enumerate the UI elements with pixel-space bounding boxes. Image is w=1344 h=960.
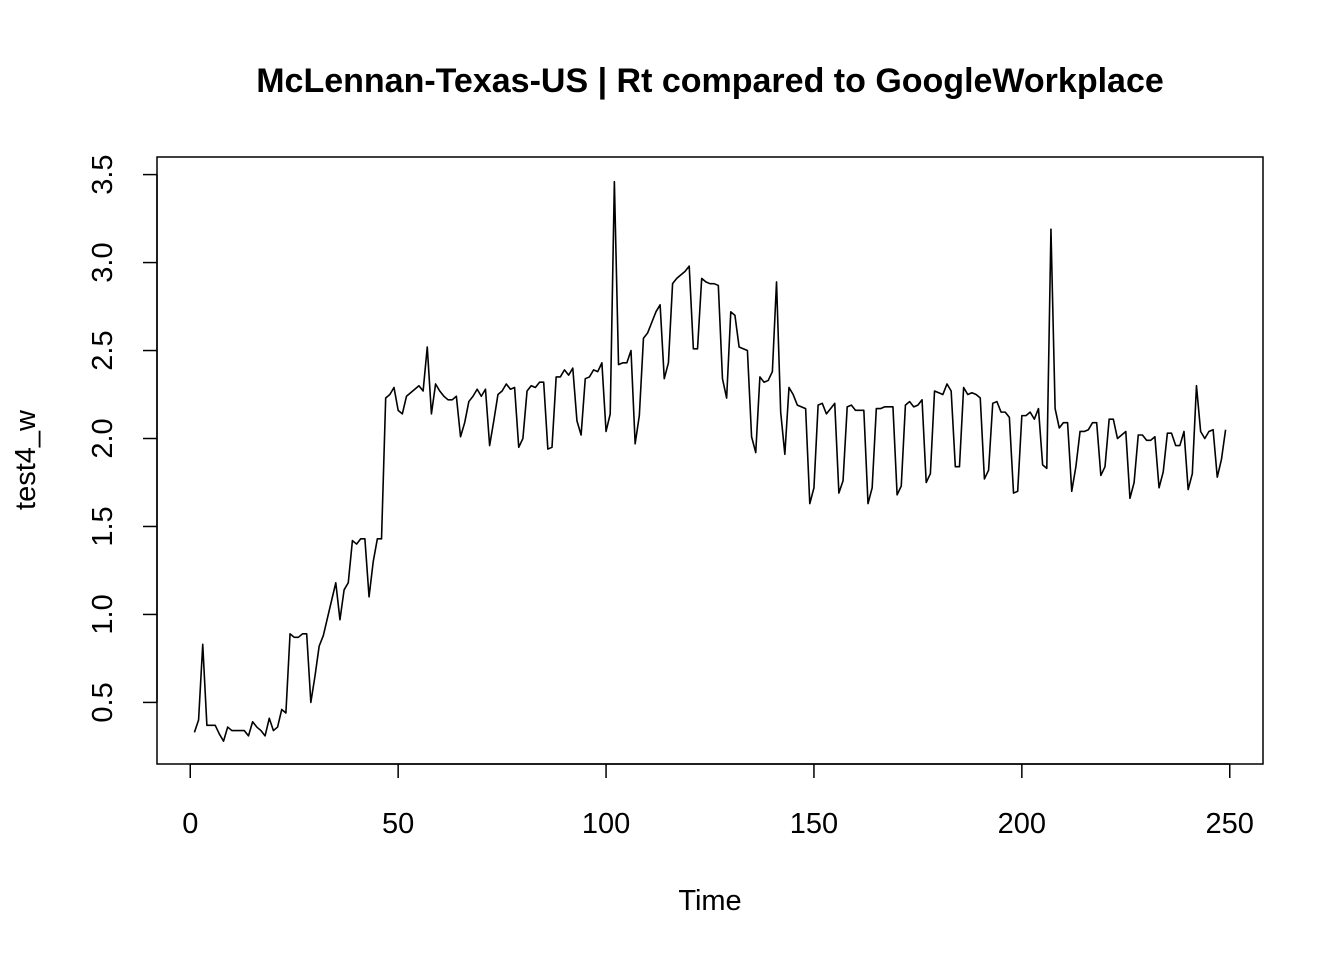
x-tick-label: 50	[382, 808, 414, 840]
x-tick-label: 150	[790, 808, 838, 840]
y-tick-label: 2.0	[87, 418, 119, 458]
y-tick-label: 2.5	[87, 330, 119, 370]
y-tick-label: 3.0	[87, 242, 119, 282]
x-tick-label: 100	[582, 808, 630, 840]
x-tick-label: 0	[182, 808, 198, 840]
x-axis-label: Time	[678, 885, 741, 917]
y-tick-label: 0.5	[87, 682, 119, 722]
x-tick-label: 200	[998, 808, 1046, 840]
y-tick-label: 1.0	[87, 594, 119, 634]
y-axis: 0.5 1.0 1.5 2.0 2.5 3.0 3.5	[87, 154, 158, 723]
plot-area	[193, 180, 1227, 742]
y-axis-label: test4_w	[10, 409, 42, 510]
y-tick-label: 3.5	[87, 154, 119, 194]
x-tick-label: 250	[1206, 808, 1254, 840]
series-line-0	[193, 180, 1227, 742]
chart-title: McLennan-Texas-US | Rt compared to Googl…	[256, 62, 1164, 100]
y-tick-label: 1.5	[87, 506, 119, 546]
x-axis: 0 50 100 150 200 250	[182, 763, 1254, 840]
